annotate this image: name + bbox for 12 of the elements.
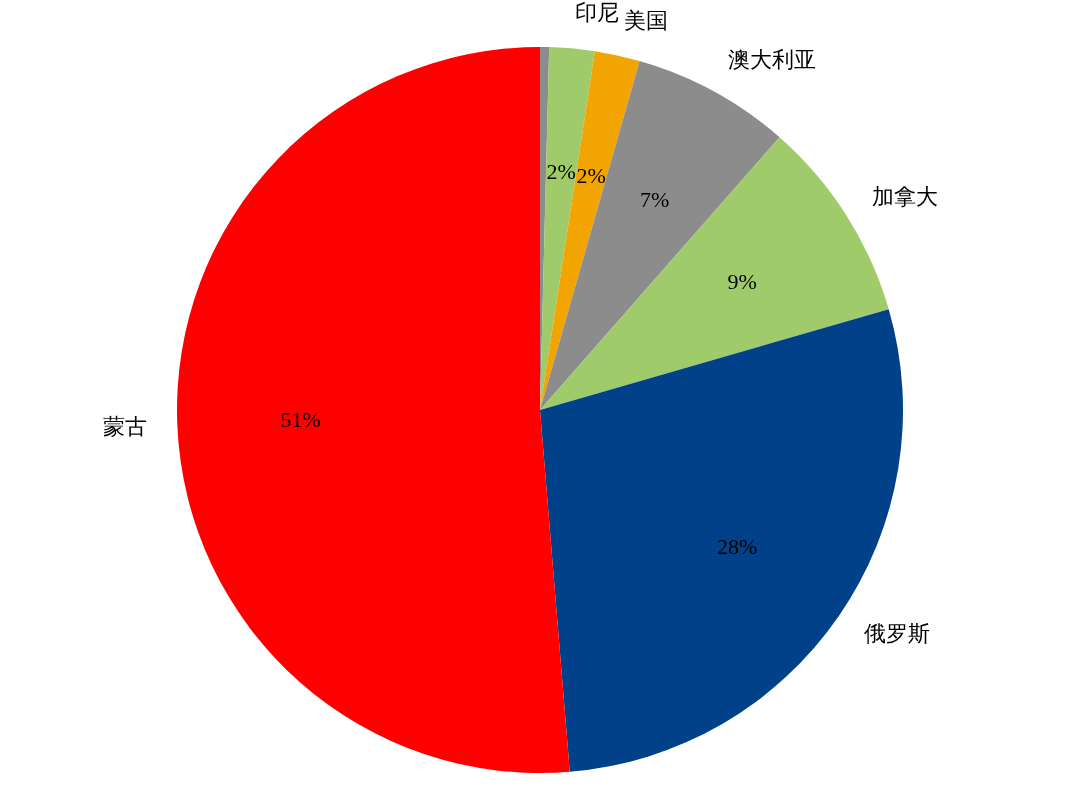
slice-label: 美国 (623, 7, 668, 33)
slice-label: 澳大利亚 (728, 47, 817, 73)
slice-label: 蒙古 (103, 413, 148, 439)
data-label: 28% (717, 533, 758, 559)
slice-label: 俄罗斯 (863, 620, 930, 646)
data-label: 2% (576, 163, 606, 189)
slice-label: 印尼 (574, 0, 619, 26)
slice-label: 加拿大 (871, 183, 938, 209)
data-label: 51% (280, 407, 321, 433)
data-label: 9% (727, 269, 757, 295)
data-label: 2% (546, 158, 576, 184)
data-label: 7% (640, 187, 670, 213)
